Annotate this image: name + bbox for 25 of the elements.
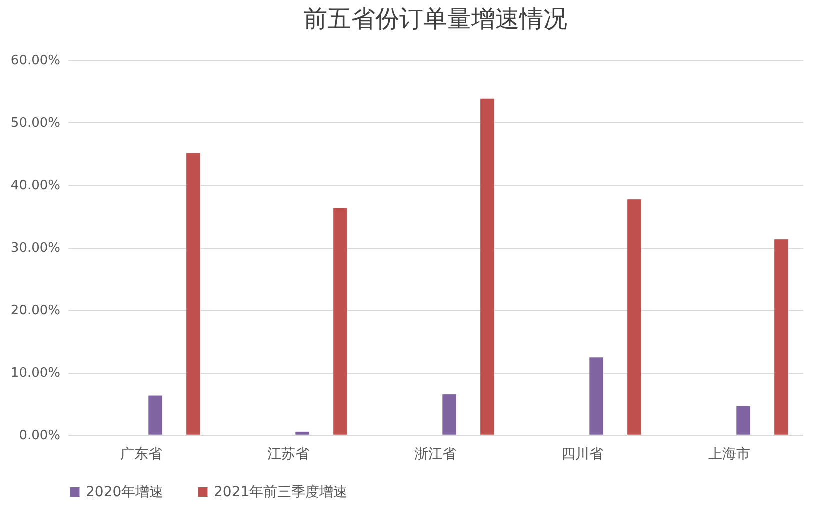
y-tick-label: 30.00% bbox=[10, 241, 60, 256]
y-tick-label: 20.00% bbox=[10, 304, 60, 318]
bar bbox=[774, 239, 789, 436]
legend-label: 2021年前三季度增速 bbox=[214, 484, 348, 500]
x-tick-label: 上海市 bbox=[708, 446, 750, 462]
bar bbox=[148, 395, 163, 436]
y-tick-label: 0.00% bbox=[19, 428, 60, 444]
bar bbox=[295, 432, 310, 436]
bar bbox=[333, 208, 348, 436]
x-tick-label: 四川省 bbox=[562, 446, 604, 462]
chart-title: 前五省份订单量增速情况 bbox=[304, 5, 568, 33]
y-tick-label: 60.00% bbox=[10, 54, 60, 68]
bar bbox=[627, 199, 642, 436]
y-tick-label: 50.00% bbox=[10, 116, 60, 131]
x-tick-label: 江苏省 bbox=[268, 446, 310, 462]
bar bbox=[589, 357, 604, 436]
bar bbox=[442, 394, 457, 436]
x-tick-label: 浙江省 bbox=[414, 446, 456, 462]
x-tick-label: 广东省 bbox=[120, 446, 162, 462]
y-tick-label: 10.00% bbox=[10, 366, 60, 381]
bar bbox=[186, 152, 201, 436]
legend-label: 2020年增速 bbox=[86, 484, 164, 500]
bar bbox=[480, 98, 495, 436]
bar bbox=[736, 406, 751, 436]
y-tick-label: 40.00% bbox=[10, 178, 60, 194]
